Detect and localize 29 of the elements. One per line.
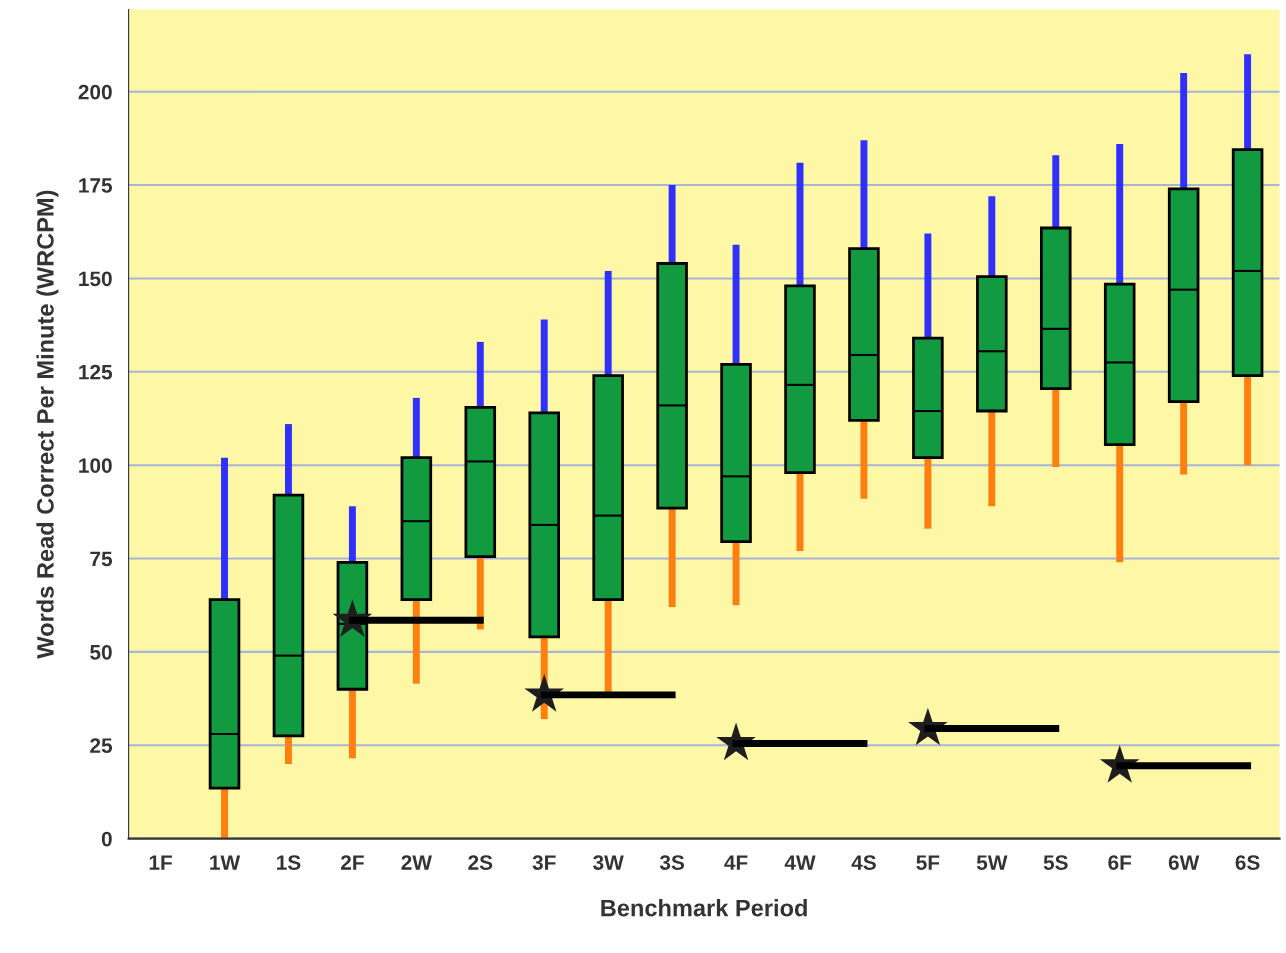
x-tick-label: 2F	[340, 855, 364, 870]
y-tick-label: 100	[79, 458, 112, 473]
x-tick-label: 2W	[401, 855, 432, 870]
x-tick-label: 3W	[593, 855, 624, 870]
x-tick-label: 1S	[277, 855, 301, 870]
x-tick-label: 6W	[1168, 855, 1200, 870]
y-tick-label: 200	[78, 84, 112, 100]
x-tick-label: 5S	[1043, 855, 1068, 870]
x-tick-label: 6F	[1108, 855, 1132, 870]
x-tick-label: 5F	[916, 855, 940, 870]
x-tick-label: 4F	[724, 855, 748, 870]
x-tick-label: 3F	[532, 855, 556, 870]
x-tick-label: 4S	[851, 855, 876, 870]
y-tick-label: 50	[90, 644, 112, 660]
y-tick-label: 25	[90, 738, 113, 754]
x-axis-title: Benchmark Period	[601, 899, 807, 917]
y-axis-title: Words Read Correct Per Minute (WRCPM)	[36, 190, 59, 659]
x-tick-label: 6S	[1235, 855, 1260, 870]
x-tick-label: 1F	[149, 855, 172, 870]
y-tick-label: 175	[79, 178, 113, 193]
x-tick-label: 5W	[976, 855, 1008, 870]
x-tick-label: 1W	[210, 855, 241, 870]
x-tick-label: 4W	[784, 855, 816, 870]
x-tick-label: 2S	[468, 855, 493, 870]
y-tick-label: 125	[79, 364, 113, 380]
y-tick-label: 0	[101, 831, 112, 847]
x-tick-label: 3S	[659, 855, 685, 870]
y-tick-label: 75	[90, 551, 113, 567]
y-tick-label: 150	[79, 271, 112, 287]
